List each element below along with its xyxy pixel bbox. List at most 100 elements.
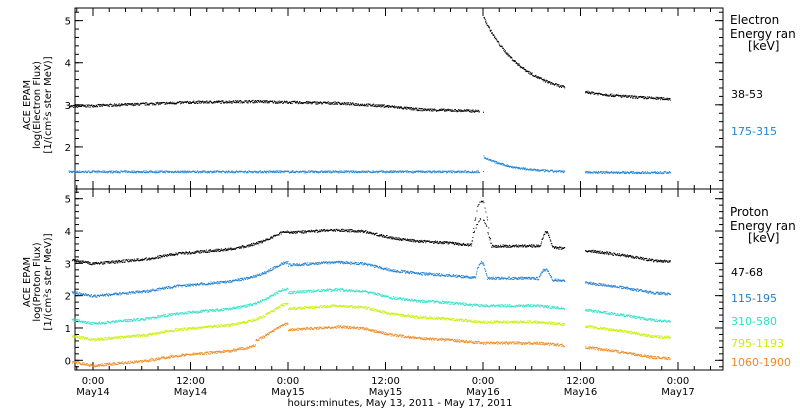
proton-795-1193-point <box>127 336 129 338</box>
electron-175-315-point <box>595 170 597 172</box>
electron-175-315-point <box>275 170 276 172</box>
electron-38-53-point <box>515 62 517 64</box>
proton-795-1193-point <box>177 330 179 332</box>
electron-175-315-point <box>405 170 407 172</box>
proton-310-580-point <box>87 323 89 325</box>
electron-175-315-point <box>530 168 532 170</box>
electron-38-53-point <box>302 103 304 105</box>
proton-115-195-point <box>116 293 118 295</box>
proton-115-195-point <box>152 288 154 290</box>
electron-38-53-point <box>501 45 503 47</box>
electron-175-315-point <box>343 170 345 172</box>
electron-175-315-point <box>89 171 91 173</box>
electron-38-53-point <box>84 105 86 107</box>
proton-1060-1900-point <box>181 354 183 356</box>
electron-38-53-point <box>666 97 668 99</box>
electron-38-53-point <box>156 103 158 105</box>
electron-175-315-point <box>245 171 247 173</box>
electron-38-53-point <box>493 37 495 39</box>
electron-175-315-point <box>619 171 621 173</box>
electron-38-53-point <box>400 107 402 109</box>
proton-310-580-point <box>72 319 74 321</box>
proton-115-195-point <box>104 294 106 296</box>
electron-38-53-point <box>605 93 607 95</box>
electron-175-315-point <box>372 170 374 172</box>
proton-47-68-point <box>160 255 162 257</box>
electron-38-53-point <box>478 110 480 112</box>
electron-38-53-point <box>232 100 234 102</box>
proton-115-195-point <box>216 282 218 284</box>
electron-38-53-point <box>371 104 373 106</box>
proton-310-580-point <box>140 318 142 320</box>
electron-175-315-point <box>312 171 314 173</box>
proton-1060-1900-point <box>166 356 168 358</box>
proton-115-195-point <box>109 293 111 295</box>
electron-38-53-point <box>188 102 190 104</box>
proton-310-580-point <box>143 319 145 321</box>
proton-47-68-point <box>132 259 134 261</box>
proton-310-580-point <box>194 311 196 313</box>
proton-47-68-point <box>201 251 203 253</box>
electron-38-53-point <box>347 103 349 105</box>
electron-38-53-point <box>112 104 114 106</box>
proton-795-1193-point <box>193 329 195 331</box>
electron-175-315-point <box>134 170 136 172</box>
proton-1060-1900-point <box>131 362 133 364</box>
electron-38-53-point <box>192 101 194 103</box>
electron-38-53-point <box>669 99 671 101</box>
proton-795-1193-point <box>143 335 145 337</box>
electron-175-315-point <box>151 170 153 172</box>
proton-310-580-point <box>201 311 203 313</box>
electron-175-315-point <box>338 170 340 172</box>
proton-310-580-point <box>86 323 88 325</box>
electron-38-53-point <box>628 95 630 97</box>
electron-175-315-point <box>201 172 203 174</box>
proton-310-580-point <box>149 318 151 320</box>
electron-38-53-point <box>339 102 341 104</box>
electron-38-53-point <box>173 103 175 105</box>
electron-175-315-point <box>589 172 591 174</box>
proton-795-1193-point <box>134 336 136 338</box>
proton-310-580-point <box>177 312 179 314</box>
proton-115-195-point <box>142 290 144 292</box>
proton-795-1193-point <box>112 338 114 340</box>
electron-38-53-point <box>201 102 203 104</box>
proton-115-195-point <box>137 292 139 294</box>
electron-175-315-point <box>168 171 170 173</box>
proton-795-1193-point <box>165 331 167 333</box>
electron-38-53-point <box>597 94 599 96</box>
proton-1060-1900-point <box>149 360 151 362</box>
electron-175-315-point <box>225 170 227 172</box>
electron-175-315-point <box>606 172 608 174</box>
electron-38-53-point <box>474 111 476 113</box>
proton-115-195-point <box>75 293 77 295</box>
proton-310-580-point <box>158 316 160 318</box>
proton-47-68-point <box>123 259 125 261</box>
proton-310-580-point <box>200 311 202 313</box>
electron-175-315-point <box>539 170 541 172</box>
electron-175-315-point <box>622 171 624 173</box>
proton-1060-1900-point <box>158 357 160 359</box>
electron-175-315-point <box>129 171 131 173</box>
proton-1060-1900-point <box>212 352 214 354</box>
electron-38-53-point <box>472 110 474 112</box>
proton-47-68-point <box>193 252 195 254</box>
proton-795-1193-point <box>135 335 137 337</box>
electron-38-53-point <box>236 102 237 104</box>
electron-175-315-point <box>329 171 331 173</box>
electron-175-315-point <box>543 169 545 171</box>
electron-38-53-point <box>296 100 298 102</box>
electron-38-53-point <box>197 100 199 102</box>
electron-38-53-point <box>478 111 480 113</box>
proton-310-580-point <box>84 322 86 324</box>
electron-175-315-point <box>636 171 638 173</box>
proton-310-580-point <box>125 319 127 321</box>
electron-38-53-point <box>386 105 388 107</box>
proton-47-68-point <box>99 262 101 264</box>
electron-38-53-point <box>590 93 592 95</box>
electron-38-53-point <box>156 102 158 104</box>
proton-1060-1900-point <box>192 354 194 356</box>
electron-175-315-point <box>602 172 604 174</box>
proton-115-195-point <box>186 286 188 288</box>
proton-795-1193-point <box>83 336 85 338</box>
